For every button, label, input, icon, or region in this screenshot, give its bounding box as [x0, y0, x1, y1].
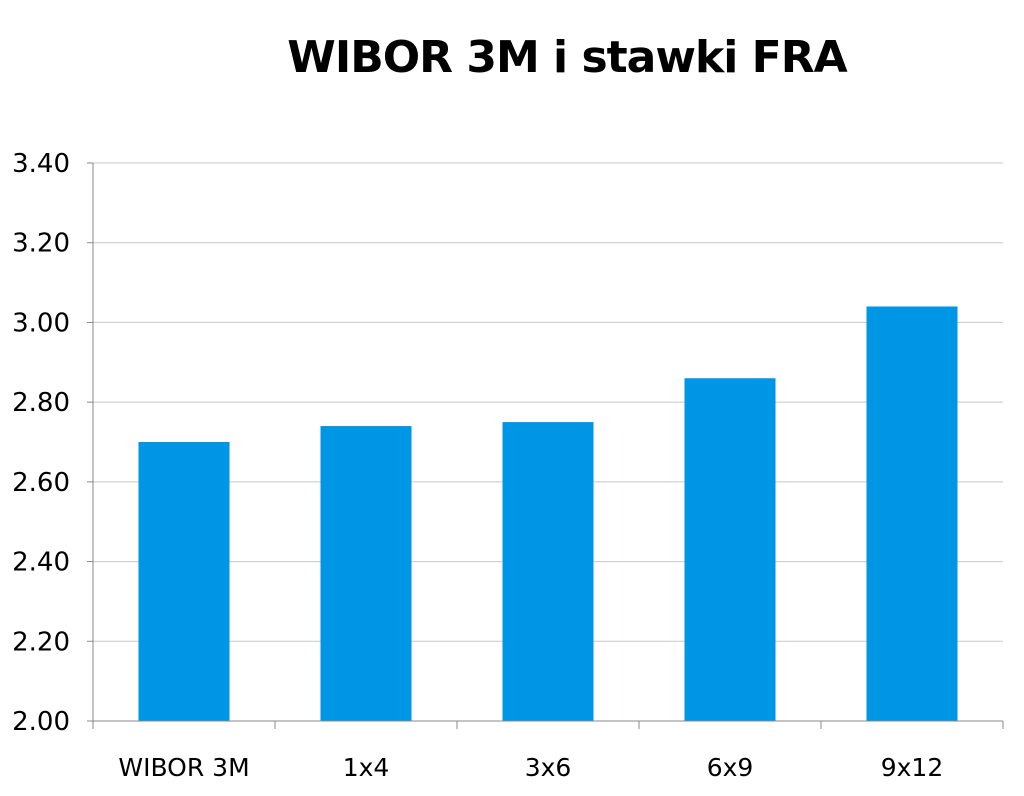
x-tick-label: 6x9 — [707, 753, 754, 782]
y-tick-label: 2.00 — [12, 707, 70, 737]
x-tick-label: 3x6 — [525, 753, 572, 782]
y-tick-label: 2.80 — [12, 388, 70, 418]
bar — [502, 422, 594, 721]
bar — [684, 378, 776, 721]
chart-title: WIBOR 3M i stawki FRA — [287, 32, 847, 83]
y-tick-label: 3.00 — [12, 308, 70, 338]
y-tick-label: 3.40 — [12, 149, 70, 179]
x-tick-label: 9x12 — [881, 753, 944, 782]
bar — [866, 306, 958, 721]
bar — [320, 426, 412, 721]
y-tick-label: 2.20 — [12, 627, 70, 657]
y-tick-label: 3.20 — [12, 229, 70, 259]
bars — [138, 306, 958, 721]
y-tick-label: 2.40 — [12, 548, 70, 578]
axes — [87, 162, 1004, 729]
tick-labels: 2.00 2.20 2.40 2.60 2.80 3.00 3.20 3.40 WIBOR 3M… — [12, 149, 943, 782]
x-tick-label: WIBOR 3M — [118, 753, 249, 782]
y-tick-label: 2.60 — [12, 468, 70, 498]
x-tick-label: 1x4 — [343, 753, 390, 782]
bar — [138, 442, 230, 721]
